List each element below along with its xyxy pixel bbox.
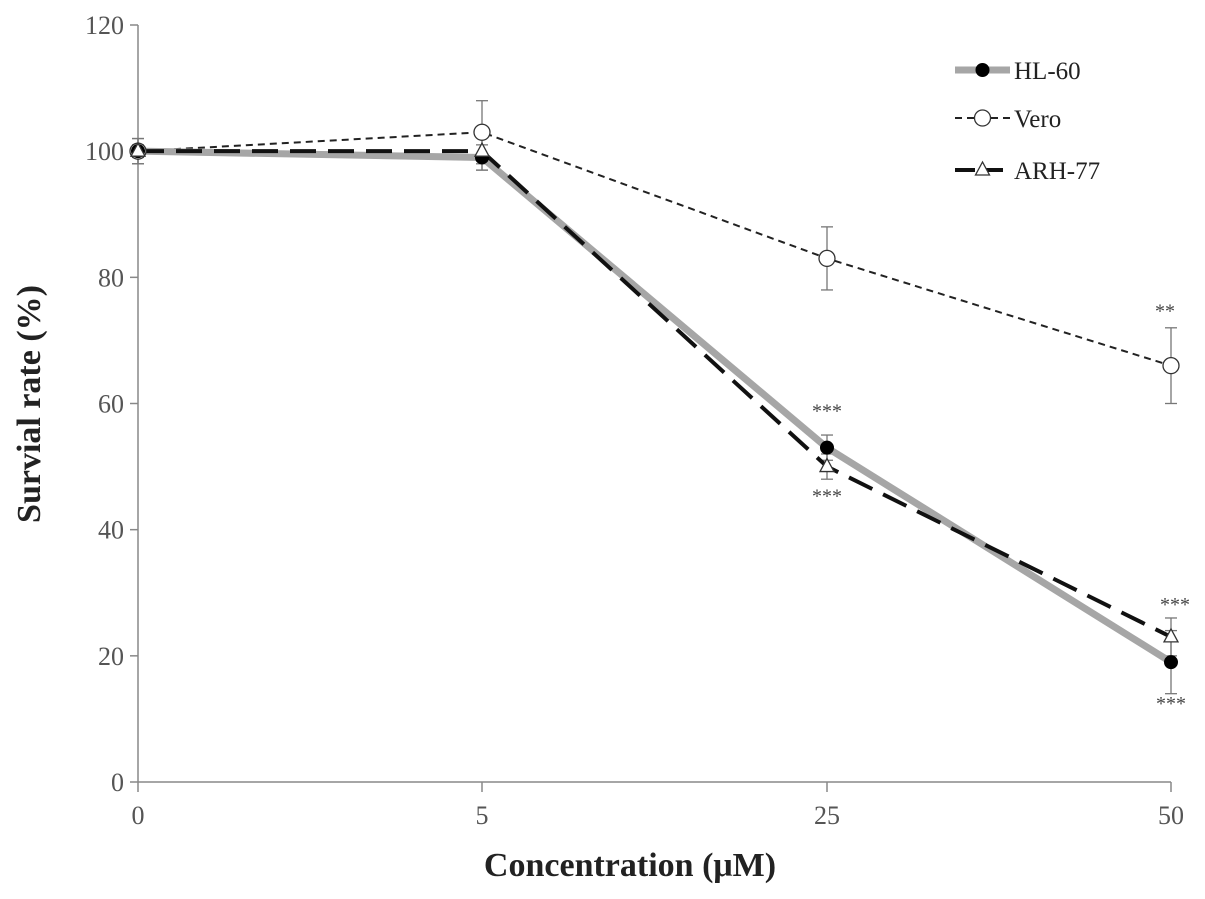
x-axis-title: Concentration (μM) — [484, 847, 776, 884]
significance-label: *** — [812, 486, 842, 508]
legend-label-vero: Vero — [1014, 106, 1061, 133]
point-hl-60 — [1164, 655, 1178, 670]
x-tick-label: 25 — [814, 801, 840, 830]
series-line-hl-60 — [137, 147, 1173, 666]
point-arh-77 — [818, 457, 836, 473]
x-tick-label: 50 — [1158, 801, 1184, 830]
y-tick-label: 120 — [85, 11, 124, 40]
x-tick-label: 0 — [132, 801, 145, 830]
legend: HL-60 Vero ARH-77 — [955, 58, 1100, 185]
y-tick-label: 60 — [98, 390, 124, 419]
point-arh-77 — [1162, 627, 1180, 643]
significance-label: *** — [812, 401, 842, 423]
point-hl-60 — [820, 440, 834, 455]
point-vero — [818, 249, 836, 268]
y-tick-label: 80 — [98, 263, 124, 292]
significance-label: *** — [1156, 693, 1186, 715]
significance-label: ** — [1155, 301, 1175, 323]
series-layer: ************** — [129, 100, 1190, 715]
legend-label-hl-60: HL-60 — [1014, 58, 1081, 85]
significance-label: *** — [1160, 594, 1190, 616]
y-tick-label: 20 — [98, 642, 124, 671]
x-tick-label: 5 — [476, 801, 489, 830]
legend-marker-hl-60 — [975, 63, 990, 77]
y-tick-label: 0 — [111, 768, 124, 797]
y-tick-label: 40 — [98, 516, 124, 545]
y-axis-title: Survial rate (%) — [11, 285, 48, 523]
series-line-arh-77 — [138, 149, 1172, 639]
point-arh-77 — [473, 141, 491, 157]
point-vero — [473, 123, 491, 141]
point-arh-77 — [129, 141, 147, 157]
legend-marker-vero — [973, 109, 992, 127]
legend-label-arh-77: ARH-77 — [1014, 158, 1100, 185]
axes: 0 20 40 60 80 100 120 0 5 25 50 — [85, 11, 1184, 830]
legend-marker-arh-77 — [974, 160, 991, 176]
point-vero — [1162, 356, 1180, 375]
y-tick-label: 100 — [85, 137, 124, 166]
series-line-vero — [137, 131, 1172, 367]
